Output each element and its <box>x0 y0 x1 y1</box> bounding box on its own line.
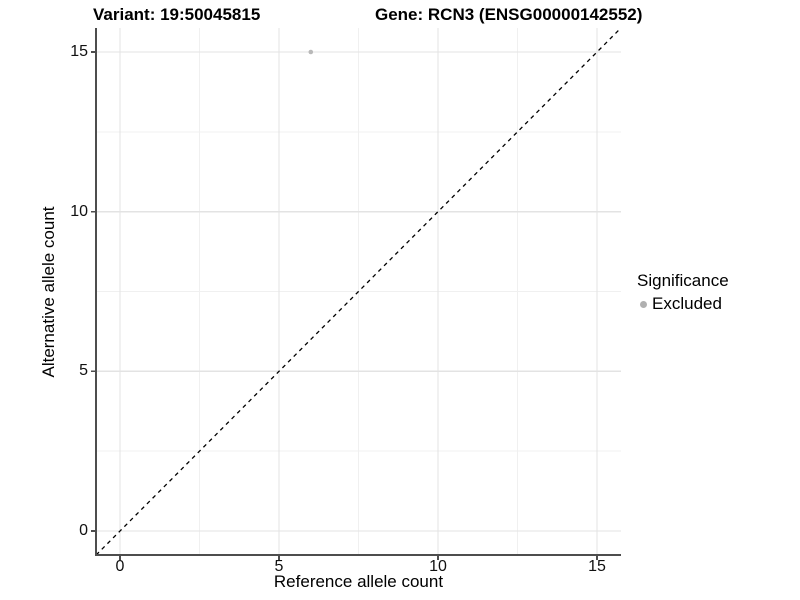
y-tick-label: 15 <box>70 43 88 60</box>
y-tick-label: 10 <box>70 202 88 220</box>
legend: Significance Excluded <box>637 271 729 314</box>
legend-item-excluded: Excluded <box>637 294 729 314</box>
identity-dashed-line <box>95 27 622 556</box>
x-tick-label: 5 <box>274 558 284 575</box>
y-axis-title: Alternative allele count <box>39 206 58 378</box>
x-axis-title: Reference allele count <box>273 572 444 591</box>
y-tick-label: 5 <box>79 362 88 380</box>
x-tick-label: 15 <box>588 558 606 575</box>
plot-title-variant: Variant: 19:50045815 <box>93 5 261 24</box>
y-tick-label: 0 <box>79 522 88 539</box>
legend-item-label: Excluded <box>652 294 722 313</box>
legend-title: Significance <box>637 271 729 290</box>
data-point <box>308 49 314 55</box>
x-tick-label: 0 <box>115 558 125 575</box>
plot-title-gene: Gene: RCN3 (ENSG00000142552) <box>375 5 643 24</box>
legend-key-point-icon <box>640 300 647 308</box>
x-tick-label: 10 <box>429 558 447 575</box>
